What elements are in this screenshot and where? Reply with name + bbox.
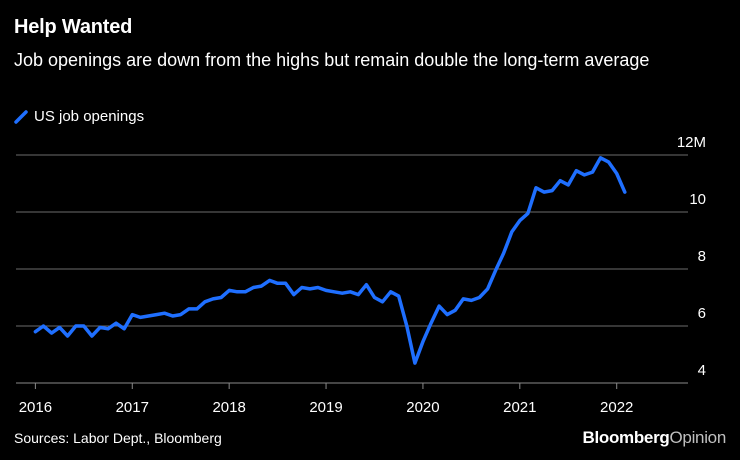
x-tick-label: 2017 <box>116 399 149 416</box>
x-tick-label: 2016 <box>19 399 52 416</box>
brand-suffix: Opinion <box>669 428 727 447</box>
series-line-us-job-openings <box>33 156 627 365</box>
brand-main: Bloomberg <box>582 428 670 447</box>
x-tick-label: 2018 <box>212 399 245 416</box>
y-tick-label: 8 <box>698 248 706 265</box>
y-tick-label: 12M <box>677 134 706 151</box>
legend-label: US job openings <box>34 108 145 125</box>
chart-title: Help Wanted <box>14 16 133 38</box>
x-tick-label: 2022 <box>600 399 633 416</box>
y-tick-label: 10 <box>689 191 706 208</box>
y-tick-label: 6 <box>698 305 706 322</box>
legend-line-icon <box>14 109 28 124</box>
source-note: Sources: Labor Dept., Bloomberg <box>14 430 222 446</box>
legend: US job openings <box>14 108 144 125</box>
chart-subtitle: Job openings are down from the highs but… <box>14 50 650 70</box>
x-tick-label: 2020 <box>406 399 439 416</box>
brand-logo: BloombergOpinion <box>582 428 726 448</box>
y-tick-label: 4 <box>698 362 706 379</box>
x-tick-label: 2021 <box>503 399 536 416</box>
x-tick-label: 2019 <box>309 399 342 416</box>
